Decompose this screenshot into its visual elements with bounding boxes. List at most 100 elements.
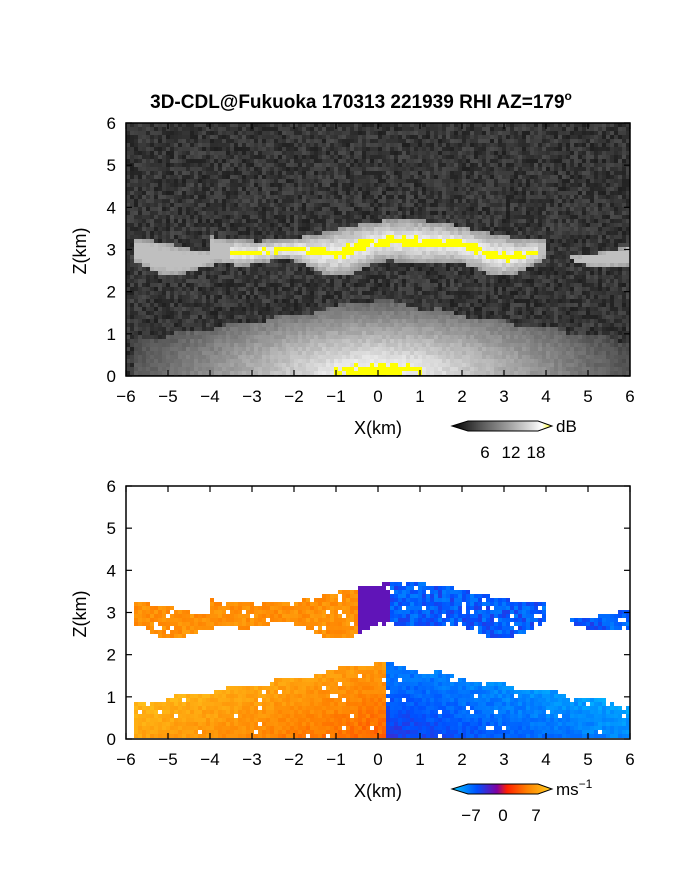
reflectivity-heatmap-cell xyxy=(246,159,250,163)
reflectivity-heatmap-cell xyxy=(290,195,294,199)
reflectivity-heatmap-cell xyxy=(182,167,186,171)
reflectivity-heatmap-cell xyxy=(578,139,582,143)
reflectivity-heatmap-cell xyxy=(346,223,350,227)
reflectivity-heatmap-cell xyxy=(618,147,622,151)
reflectivity-heatmap-cell xyxy=(598,271,602,275)
reflectivity-heatmap-cell xyxy=(590,179,594,183)
reflectivity-heatmap-cell xyxy=(238,175,242,179)
reflectivity-heatmap-cell xyxy=(226,171,230,175)
reflectivity-heatmap-cell xyxy=(278,243,282,247)
reflectivity-heatmap-cell xyxy=(170,223,174,227)
reflectivity-heatmap-cell xyxy=(462,207,466,211)
reflectivity-heatmap-cell xyxy=(238,235,242,239)
reflectivity-heatmap-cell xyxy=(486,243,490,247)
reflectivity-heatmap-cell xyxy=(530,183,534,187)
reflectivity-heatmap-cell xyxy=(594,131,598,135)
reflectivity-heatmap-cell xyxy=(558,127,562,131)
reflectivity-heatmap-cell xyxy=(618,259,622,263)
reflectivity-heatmap-cell xyxy=(254,263,258,267)
reflectivity-heatmap-cell xyxy=(598,203,602,207)
reflectivity-heatmap-cell xyxy=(178,207,182,211)
reflectivity-heatmap-cell xyxy=(410,171,414,175)
reflectivity-heatmap-cell xyxy=(530,135,534,139)
reflectivity-heatmap-cell xyxy=(354,195,358,199)
reflectivity-heatmap-cell xyxy=(610,175,614,179)
reflectivity-heatmap-cell xyxy=(418,199,422,203)
reflectivity-heatmap-cell xyxy=(622,143,626,147)
reflectivity-heatmap-cell xyxy=(214,207,218,211)
reflectivity-heatmap-cell xyxy=(362,227,366,231)
reflectivity-heatmap-cell xyxy=(438,203,442,207)
reflectivity-heatmap-cell xyxy=(490,227,494,231)
reflectivity-heatmap-cell xyxy=(394,263,398,267)
reflectivity-heatmap-cell xyxy=(430,159,434,163)
reflectivity-heatmap-cell xyxy=(562,127,566,131)
reflectivity-heatmap-cell xyxy=(162,155,166,159)
reflectivity-heatmap-cell xyxy=(626,211,630,215)
reflectivity-heatmap-cell xyxy=(382,159,386,163)
reflectivity-heatmap-cell xyxy=(266,235,270,239)
reflectivity-heatmap-cell xyxy=(454,271,458,275)
reflectivity-heatmap-cell xyxy=(158,195,162,199)
reflectivity-heatmap-cell xyxy=(310,179,314,183)
reflectivity-heatmap-cell xyxy=(142,263,146,267)
reflectivity-heatmap-cell xyxy=(566,219,570,223)
reflectivity-heatmap-cell xyxy=(534,271,538,275)
reflectivity-heatmap-cell xyxy=(430,187,434,191)
reflectivity-heatmap-cell xyxy=(246,255,250,259)
reflectivity-heatmap-cell xyxy=(338,203,342,207)
reflectivity-heatmap-cell xyxy=(306,275,310,279)
reflectivity-heatmap-cell xyxy=(138,239,142,243)
reflectivity-heatmap-cell xyxy=(318,243,322,247)
reflectivity-heatmap-cell xyxy=(178,235,182,239)
reflectivity-heatmap-cell xyxy=(606,271,610,275)
reflectivity-heatmap-cell xyxy=(158,279,162,283)
reflectivity-heatmap-cell xyxy=(406,203,410,207)
reflectivity-heatmap-cell xyxy=(470,255,474,259)
reflectivity-heatmap-cell xyxy=(582,179,586,183)
reflectivity-heatmap-cell xyxy=(190,247,194,251)
reflectivity-heatmap-cell xyxy=(570,155,574,159)
reflectivity-heatmap-cell xyxy=(286,163,290,167)
reflectivity-heatmap-cell xyxy=(126,147,130,151)
reflectivity-heatmap-cell xyxy=(466,267,470,271)
reflectivity-heatmap-cell xyxy=(594,239,598,243)
reflectivity-heatmap-cell xyxy=(466,147,470,151)
reflectivity-heatmap-cell xyxy=(490,151,494,155)
reflectivity-heatmap-cell xyxy=(146,279,150,283)
reflectivity-heatmap-cell xyxy=(378,215,382,219)
reflectivity-heatmap-cell xyxy=(370,251,374,255)
reflectivity-heatmap-cell xyxy=(166,255,170,259)
reflectivity-heatmap-cell xyxy=(282,267,286,271)
reflectivity-heatmap-cell xyxy=(366,207,370,211)
reflectivity-heatmap-cell xyxy=(482,227,486,231)
reflectivity-heatmap-cell xyxy=(190,263,194,267)
reflectivity-heatmap-cell xyxy=(430,139,434,143)
reflectivity-heatmap-cell xyxy=(222,219,226,223)
reflectivity-heatmap-cell xyxy=(178,187,182,191)
reflectivity-heatmap-cell xyxy=(230,251,234,255)
reflectivity-heatmap-cell xyxy=(470,271,474,275)
reflectivity-heatmap-cell xyxy=(394,259,398,263)
reflectivity-heatmap-cell xyxy=(398,211,402,215)
reflectivity-heatmap-cell xyxy=(438,231,442,235)
reflectivity-heatmap-cell xyxy=(474,247,478,251)
reflectivity-heatmap-cell xyxy=(138,243,142,247)
reflectivity-heatmap-cell xyxy=(414,279,418,283)
reflectivity-heatmap-cell xyxy=(518,139,522,143)
reflectivity-heatmap-cell xyxy=(418,259,422,263)
reflectivity-heatmap-cell xyxy=(354,207,358,211)
reflectivity-heatmap-cell xyxy=(522,191,526,195)
reflectivity-heatmap-cell xyxy=(470,219,474,223)
reflectivity-heatmap-cell xyxy=(398,263,402,267)
reflectivity-heatmap-cell xyxy=(558,183,562,187)
reflectivity-heatmap-cell xyxy=(142,275,146,279)
reflectivity-heatmap-cell xyxy=(450,167,454,171)
reflectivity-heatmap-cell xyxy=(594,231,598,235)
reflectivity-heatmap-cell xyxy=(550,167,554,171)
reflectivity-heatmap-cell xyxy=(562,179,566,183)
reflectivity-heatmap-cell xyxy=(462,231,466,235)
reflectivity-heatmap-cell xyxy=(258,215,262,219)
reflectivity-heatmap-cell xyxy=(462,163,466,167)
reflectivity-heatmap-cell xyxy=(446,123,450,127)
